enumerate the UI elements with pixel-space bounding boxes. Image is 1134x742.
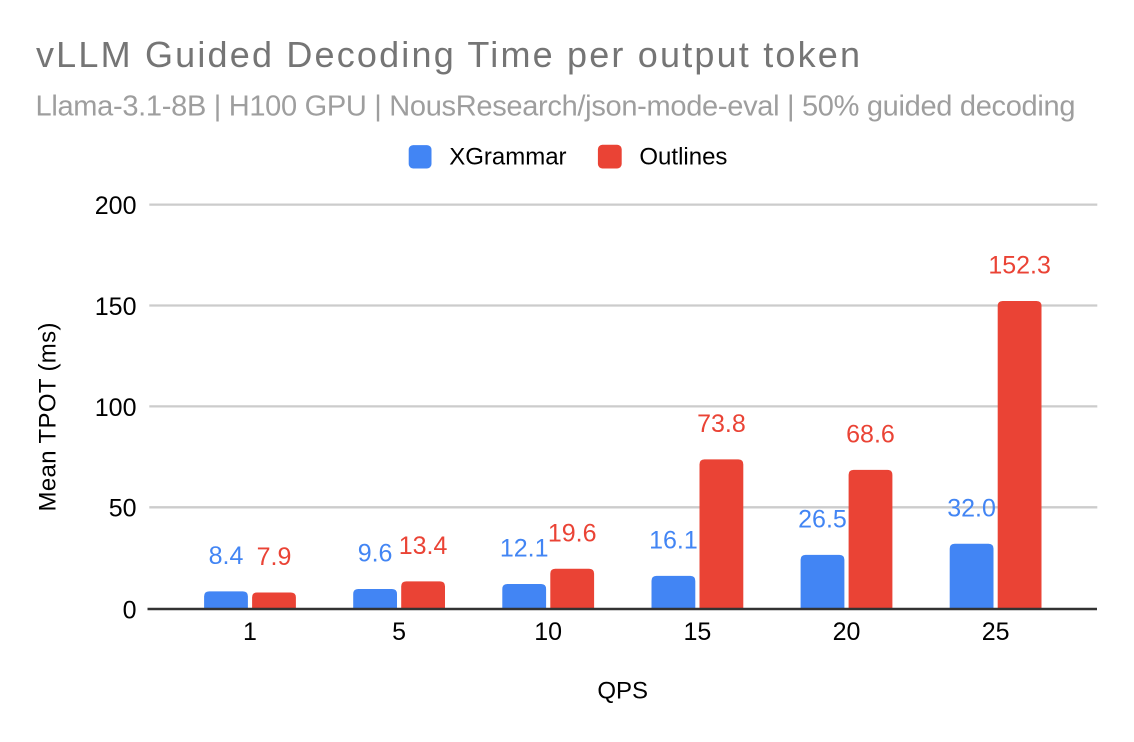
- svg-text:5: 5: [392, 618, 406, 646]
- svg-text:150: 150: [95, 293, 137, 321]
- svg-text:XGrammar: XGrammar: [449, 144, 566, 171]
- svg-text:200: 200: [95, 192, 137, 220]
- svg-text:26.5: 26.5: [798, 505, 847, 533]
- svg-text:50: 50: [109, 495, 137, 523]
- svg-text:68.6: 68.6: [846, 420, 895, 448]
- svg-text:Mean TPOT (ms): Mean TPOT (ms): [35, 323, 62, 512]
- svg-text:10: 10: [534, 618, 562, 646]
- svg-text:7.9: 7.9: [257, 543, 292, 571]
- svg-text:152.3: 152.3: [988, 252, 1051, 280]
- svg-text:Llama-3.1-8B | H100 GPU | Nous: Llama-3.1-8B | H100 GPU | NousResearch/j…: [36, 90, 1076, 122]
- svg-text:QPS: QPS: [597, 677, 648, 704]
- svg-text:9.6: 9.6: [358, 540, 393, 568]
- svg-text:20: 20: [833, 618, 861, 646]
- svg-text:25: 25: [982, 618, 1010, 646]
- svg-text:13.4: 13.4: [399, 532, 448, 560]
- svg-text:0: 0: [123, 597, 137, 625]
- svg-text:73.8: 73.8: [697, 410, 746, 438]
- svg-text:100: 100: [95, 394, 137, 422]
- svg-text:12.1: 12.1: [500, 535, 549, 563]
- svg-text:16.1: 16.1: [649, 526, 698, 554]
- svg-text:1: 1: [243, 618, 257, 646]
- svg-text:19.6: 19.6: [548, 519, 597, 547]
- svg-text:15: 15: [683, 618, 711, 646]
- svg-text:Outlines: Outlines: [639, 144, 727, 171]
- svg-text:8.4: 8.4: [209, 542, 244, 570]
- svg-text:32.0: 32.0: [947, 494, 996, 522]
- svg-text:vLLM Guided Decoding Time per: vLLM Guided Decoding Time per output tok…: [36, 34, 860, 75]
